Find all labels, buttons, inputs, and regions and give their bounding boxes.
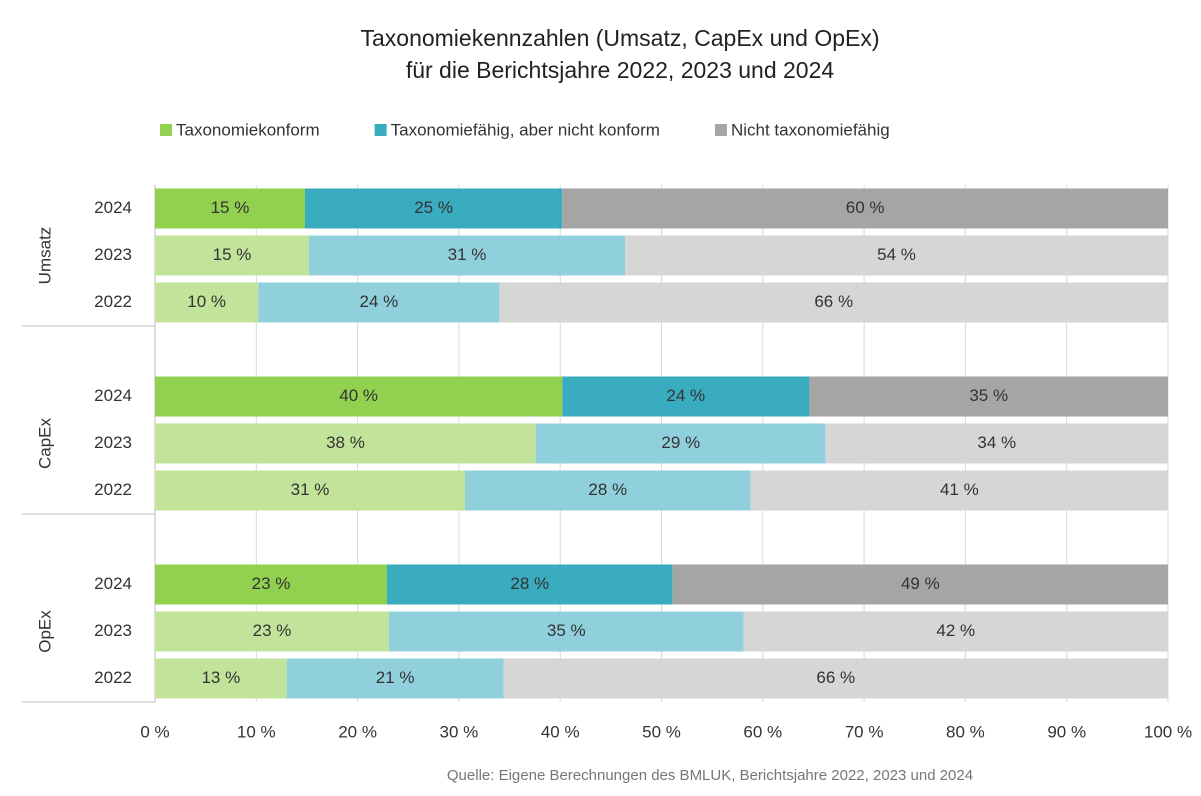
x-tick-label: 30 % (440, 722, 479, 741)
y-tick-label: 2023 (94, 245, 132, 264)
bar-segment (155, 235, 309, 276)
data-label: 35 % (969, 386, 1008, 405)
data-label: 13 % (201, 668, 240, 687)
bar-segment (535, 423, 826, 464)
bar-segment (155, 188, 305, 229)
data-label: 34 % (977, 433, 1016, 452)
y-tick-label: 2024 (94, 574, 132, 593)
y-tick-label: 2024 (94, 386, 132, 405)
bar-segment (155, 658, 287, 699)
legend-label: Taxonomiefähig, aber nicht konform (391, 120, 660, 139)
data-label: 23 % (252, 574, 291, 593)
bar-segment (464, 470, 751, 511)
data-label: 66 % (814, 292, 853, 311)
source-note: Quelle: Eigene Berechnungen des BMLUK, B… (447, 767, 973, 784)
data-label: 40 % (339, 386, 378, 405)
bar-segment (308, 235, 626, 276)
data-label: 24 % (666, 386, 705, 405)
data-label: 41 % (940, 480, 979, 499)
x-tick-label: 90 % (1047, 722, 1086, 741)
bar-segment (743, 611, 1168, 652)
x-tick-label: 40 % (541, 722, 580, 741)
bar-segment (389, 611, 744, 652)
data-label: 25 % (414, 198, 453, 217)
bar-segment (155, 376, 563, 417)
data-label: 54 % (877, 245, 916, 264)
data-label: 15 % (213, 245, 252, 264)
group-label: CapEx (35, 417, 54, 469)
legend-swatch (160, 124, 172, 136)
data-label: 10 % (187, 292, 226, 311)
bar-segment (750, 470, 1168, 511)
legend-label: Taxonomiekonform (176, 120, 320, 139)
bar-segment (825, 423, 1168, 464)
y-tick-label: 2022 (94, 668, 132, 687)
bar-segment (499, 282, 1168, 323)
y-tick-label: 2024 (94, 198, 132, 217)
bar-segment (809, 376, 1168, 417)
data-label: 49 % (901, 574, 940, 593)
data-label: 60 % (846, 198, 885, 217)
data-label: 23 % (253, 621, 292, 640)
bar-segment (155, 423, 536, 464)
x-tick-label: 10 % (237, 722, 276, 741)
data-label: 28 % (588, 480, 627, 499)
bar-segment (672, 564, 1168, 605)
bar-segment (155, 564, 387, 605)
group-label: Umsatz (35, 227, 54, 285)
data-label: 66 % (816, 668, 855, 687)
x-tick-label: 100 % (1144, 722, 1192, 741)
chart-title: Taxonomiekennzahlen (Umsatz, CapEx und O… (360, 25, 879, 51)
group-label: OpEx (35, 610, 54, 653)
y-tick-label: 2022 (94, 292, 132, 311)
data-label: 29 % (661, 433, 700, 452)
data-label: 31 % (448, 245, 487, 264)
bar-segment (155, 282, 259, 323)
bar-segment (562, 188, 1168, 229)
x-tick-label: 50 % (642, 722, 681, 741)
data-label: 35 % (547, 621, 586, 640)
bar-segment (258, 282, 500, 323)
x-tick-label: 70 % (845, 722, 884, 741)
y-tick-label: 2023 (94, 621, 132, 640)
legend-swatch (714, 124, 727, 136)
bar-segment (155, 470, 465, 511)
bar-segment (625, 235, 1168, 276)
x-tick-label: 20 % (338, 722, 377, 741)
bar-segment (386, 564, 673, 605)
bar-segment (286, 658, 504, 699)
bar-segment (562, 376, 810, 417)
legend-label: Nicht taxonomiefähig (731, 120, 890, 139)
bar-segment (304, 188, 563, 229)
data-label: 38 % (326, 433, 365, 452)
bar-segment (155, 611, 390, 652)
data-label: 31 % (291, 480, 330, 499)
bar-segment (503, 658, 1168, 699)
x-tick-label: 60 % (743, 722, 782, 741)
y-tick-label: 2022 (94, 480, 132, 499)
x-tick-label: 0 % (140, 722, 169, 741)
legend-swatch (374, 124, 387, 136)
data-label: 15 % (211, 198, 250, 217)
chart-title: für die Berichtsjahre 2022, 2023 und 202… (406, 57, 835, 83)
y-tick-label: 2023 (94, 433, 132, 452)
data-label: 24 % (359, 292, 398, 311)
x-tick-label: 80 % (946, 722, 985, 741)
data-label: 42 % (936, 621, 975, 640)
data-label: 21 % (376, 668, 415, 687)
data-label: 28 % (510, 574, 549, 593)
